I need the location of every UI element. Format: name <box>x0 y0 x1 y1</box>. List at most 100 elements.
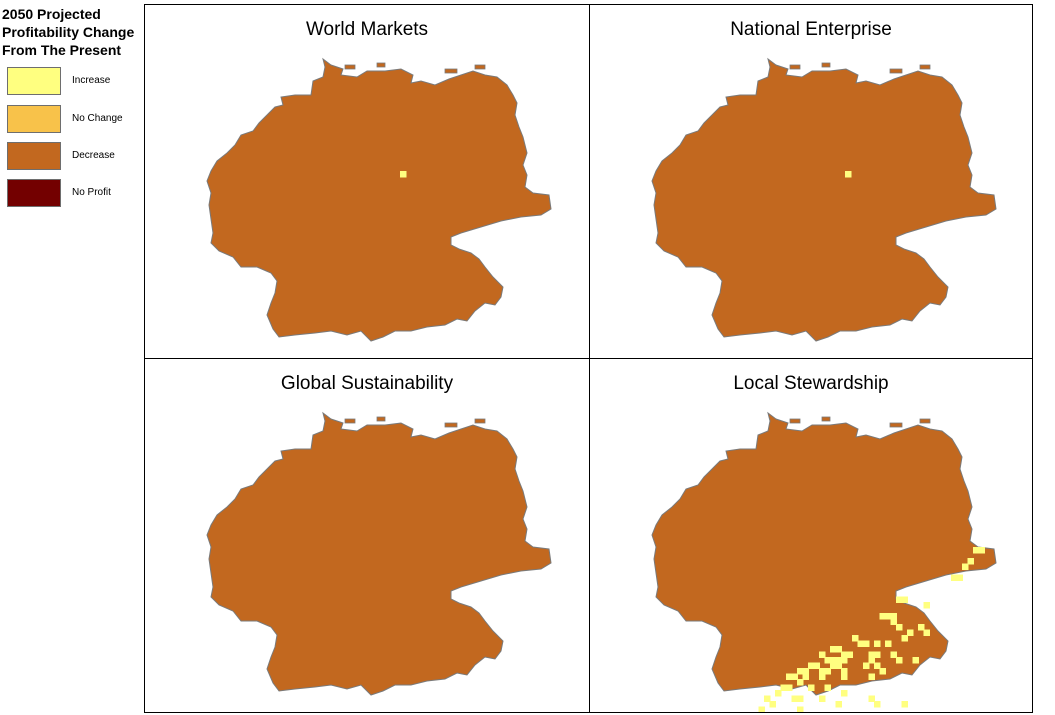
germany-map <box>651 57 997 342</box>
increase-cell <box>808 662 815 669</box>
increase-cell <box>901 701 908 708</box>
increase-cell <box>824 684 831 691</box>
increase-cell <box>879 668 886 675</box>
increase-cell <box>956 574 963 581</box>
increase-cell <box>951 574 958 581</box>
increase-cell <box>846 651 853 658</box>
increase-cell <box>868 695 875 702</box>
increase-cell <box>845 171 852 178</box>
increase-cell <box>918 624 925 631</box>
island <box>344 418 356 424</box>
increase-cell <box>802 673 809 680</box>
increase-cell <box>923 629 930 636</box>
legend-item-increase: Increase <box>7 67 147 97</box>
increase-cell <box>797 668 804 675</box>
increase-cell <box>791 695 798 702</box>
increase-cell <box>874 662 881 669</box>
increase-cell <box>879 613 886 620</box>
increase-cell <box>819 651 826 658</box>
increase-cell <box>896 624 903 631</box>
island <box>789 64 801 70</box>
legend-label-no-change: No Change <box>72 113 123 124</box>
increase-cell <box>863 640 870 647</box>
increase-cell <box>758 706 765 712</box>
germany-map <box>651 411 997 712</box>
increase-cell <box>978 547 985 554</box>
increase-cell <box>841 651 848 658</box>
increase-cell <box>863 662 870 669</box>
legend-swatch-no-change <box>7 105 61 133</box>
increase-cell <box>808 684 815 691</box>
increase-cell <box>973 547 980 554</box>
increase-cell <box>819 695 826 702</box>
island <box>344 64 356 70</box>
increase-cell <box>824 657 831 664</box>
panel-title: Global Sustainability <box>280 373 454 394</box>
increase-cell <box>819 673 826 680</box>
legend-swatch-no-profit <box>7 179 61 207</box>
increase-cell <box>962 563 969 570</box>
increase-cell <box>769 701 776 708</box>
increase-cell <box>835 662 842 669</box>
legend-item-no-change: No Change <box>7 105 147 135</box>
increase-cell <box>852 635 859 642</box>
increase-cell <box>780 684 787 691</box>
increase-cell <box>907 629 914 636</box>
germany-region-decrease <box>206 411 552 696</box>
increase-cell <box>835 657 842 664</box>
island <box>789 418 801 424</box>
legend-item-decrease: Decrease <box>7 142 147 172</box>
increase-cell <box>400 171 407 178</box>
island <box>821 416 831 422</box>
increase-cell <box>890 613 897 620</box>
increase-cell <box>874 701 881 708</box>
increase-cell <box>841 690 848 697</box>
increase-cell <box>857 640 864 647</box>
germany-region-decrease <box>651 411 997 696</box>
legend-label-decrease: Decrease <box>72 150 115 161</box>
island <box>821 62 831 68</box>
legend-swatch-decrease <box>7 142 61 170</box>
germany-region-decrease <box>206 57 552 342</box>
island <box>889 422 903 428</box>
increase-cell <box>835 646 842 653</box>
increase-cell <box>885 640 892 647</box>
increase-cell <box>841 657 848 664</box>
increase-cell <box>830 662 837 669</box>
increase-cell <box>901 596 908 603</box>
increase-cell <box>802 668 809 675</box>
island <box>919 418 931 424</box>
island <box>376 416 386 422</box>
panel-divider-horizontal <box>145 358 1032 359</box>
increase-cell <box>923 602 930 609</box>
increase-cell <box>797 706 804 712</box>
island <box>919 64 931 70</box>
increase-cell <box>813 662 820 669</box>
increase-cell <box>797 679 804 686</box>
increase-cell <box>775 690 782 697</box>
panel-local-stewardship: Local Stewardship <box>590 359 1032 712</box>
increase-cell <box>819 668 826 675</box>
panel-title: World Markets <box>305 19 429 40</box>
increase-cell <box>890 618 897 625</box>
map-grid: World Markets National Enterprise Global… <box>144 4 1033 713</box>
panel-national-enterprise: National Enterprise <box>590 5 1032 358</box>
increase-cell <box>868 657 875 664</box>
germany-map <box>206 411 552 696</box>
panel-global-sustainability: Global Sustainability <box>145 359 589 712</box>
increase-cell <box>786 673 793 680</box>
increase-cell <box>896 657 903 664</box>
increase-cell <box>896 596 903 603</box>
island <box>889 68 903 74</box>
increase-cell <box>786 684 793 691</box>
increase-cell <box>824 668 831 675</box>
increase-cell <box>868 673 875 680</box>
increase-cell <box>830 657 837 664</box>
island <box>474 64 486 70</box>
island <box>474 418 486 424</box>
increase-cell <box>835 701 842 708</box>
increase-cell <box>967 558 974 565</box>
legend-swatch-increase <box>7 67 61 95</box>
germany-region-decrease <box>651 57 997 342</box>
legend-label-no-profit: No Profit <box>72 187 111 198</box>
